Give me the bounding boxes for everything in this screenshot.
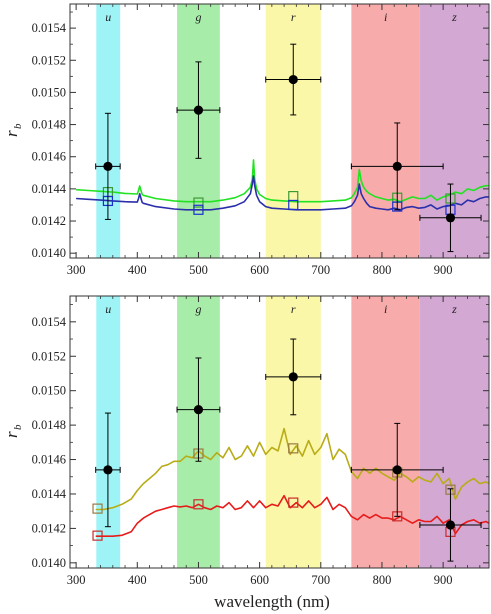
observed-point <box>193 405 204 415</box>
x-tick-label: 600 <box>250 573 269 587</box>
model-point-lower-olive-marker <box>288 443 299 454</box>
band-label-i: i <box>384 10 387 24</box>
band-label-z: z <box>451 10 457 24</box>
y-tick-label: 0.0154 <box>32 21 67 35</box>
y-tick-label: 0.0144 <box>32 182 67 196</box>
observed-point <box>288 372 298 382</box>
x-tick-label: 700 <box>311 263 330 277</box>
band-i <box>351 296 420 568</box>
y-tick-label: 0.0152 <box>32 53 66 67</box>
y-axis-label-subscript: b <box>12 424 24 430</box>
y-tick-label: 0.0144 <box>32 487 67 501</box>
y-tick-label: 0.0150 <box>32 85 66 99</box>
observed-point <box>392 161 402 171</box>
observed-point <box>445 520 456 530</box>
x-axis-label: wavelength (nm) <box>214 592 330 611</box>
y-tick-label: 0.0148 <box>32 418 66 432</box>
y-axis-label: r <box>2 130 21 137</box>
model-point-lower-red-marker <box>92 530 103 541</box>
y-tick-label: 0.0146 <box>32 150 66 164</box>
model-point-lower-olive-marker <box>92 503 103 514</box>
y-axis-label: r <box>2 431 21 438</box>
model-curve-upper-blue <box>76 175 489 211</box>
plot-frame <box>69 295 490 569</box>
band-label-r: r <box>291 10 296 24</box>
x-tick-label: 300 <box>67 263 86 277</box>
band-label-z: z <box>451 302 457 316</box>
band-label-g: g <box>195 10 201 24</box>
observed-point <box>193 105 204 115</box>
observed-point <box>103 465 113 475</box>
observed-point <box>445 213 456 223</box>
y-tick-label: 0.0154 <box>32 315 67 329</box>
band-r <box>265 296 321 568</box>
x-tick-label: 500 <box>189 263 208 277</box>
model-curve-lower-red <box>95 494 489 538</box>
y-tick-label: 0.0142 <box>32 214 66 228</box>
x-tick-label: 800 <box>373 263 392 277</box>
band-i <box>351 4 420 258</box>
x-tick-label: 400 <box>128 573 147 587</box>
x-tick-label: 500 <box>189 573 208 587</box>
observed-point <box>103 161 113 171</box>
y-tick-label: 0.0140 <box>32 246 66 260</box>
x-tick-label: 400 <box>128 263 147 277</box>
y-tick-label: 0.0146 <box>32 453 66 467</box>
observed-point <box>288 74 298 85</box>
model-point-upper-blue-marker <box>193 204 204 215</box>
model-point-upper-green-marker <box>193 197 204 208</box>
y-tick-label: 0.0142 <box>32 521 66 535</box>
model-curve-lower-olive <box>95 427 489 511</box>
y-tick-label: 0.0140 <box>32 556 66 570</box>
y-tick-label: 0.0148 <box>32 118 66 132</box>
model-curve-upper-green <box>76 159 489 203</box>
x-tick-label: 900 <box>434 263 453 277</box>
y-tick-label: 0.0150 <box>32 384 66 398</box>
plot-frame <box>69 3 490 259</box>
y-axis-label-subscript: b <box>12 123 24 129</box>
model-point-upper-blue-marker <box>288 199 299 211</box>
panel-top: u g r i z 300 400 500 600 700 800 900 0.0140 0.0142 0.… <box>2 3 490 277</box>
y-tick-label: 0.0152 <box>32 349 66 363</box>
model-point-lower-red-marker <box>288 497 299 508</box>
band-label-g: g <box>195 302 201 316</box>
panel-bottom: u g r i z 300 400 500 600 700 800 900 0.0140 0.0142 0.… <box>2 295 490 587</box>
plot-area <box>76 4 489 258</box>
model-point-lower-red-marker <box>193 499 204 510</box>
band-label-i: i <box>384 302 387 316</box>
x-tick-label: 600 <box>250 263 269 277</box>
x-tick-label: 300 <box>67 573 86 587</box>
band-r <box>265 4 321 258</box>
band-label-r: r <box>291 302 296 316</box>
x-tick-label: 800 <box>373 573 392 587</box>
band-label-u: u <box>105 10 111 24</box>
x-tick-label: 700 <box>311 573 330 587</box>
plot-area <box>92 296 489 568</box>
band-label-u: u <box>105 302 111 316</box>
x-tick-label: 900 <box>434 573 453 587</box>
observed-point <box>392 465 402 475</box>
